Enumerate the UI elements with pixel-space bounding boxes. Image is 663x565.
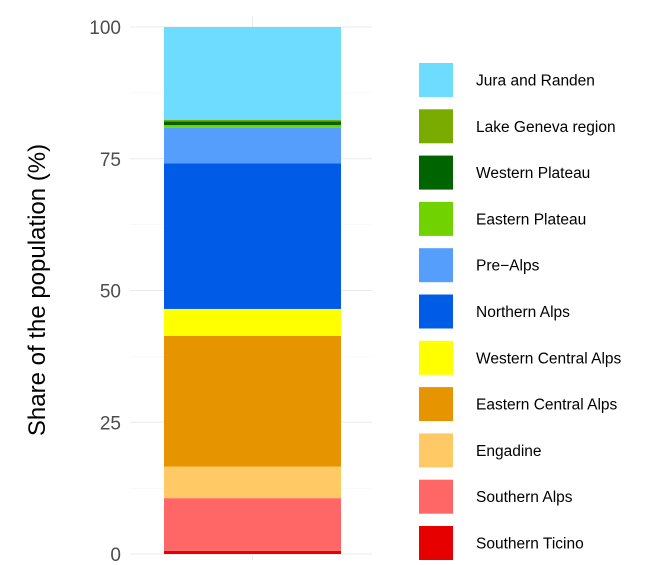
legend: Jura and Randen Lake Geneva region Western… <box>419 63 622 560</box>
legend-key <box>419 387 453 422</box>
legend-label: Eastern Central Alps <box>476 397 618 414</box>
legend-key <box>419 294 453 329</box>
legend-label: Northern Alps <box>476 304 570 321</box>
legend-label: Jura and Randen <box>476 73 595 90</box>
legend-key <box>419 201 453 236</box>
bar-segment-southern-ticino <box>164 550 341 554</box>
y-tick-label: 100 <box>89 18 121 39</box>
y-tick-label: 50 <box>100 282 121 303</box>
bar-segments <box>164 27 341 554</box>
bar-segment-southern-alps <box>164 498 341 551</box>
bar-segment-western-central-alps <box>164 308 341 336</box>
y-tick-label: 75 <box>100 150 121 171</box>
legend-key <box>419 479 453 514</box>
y-tick-label: 0 <box>110 545 121 565</box>
legend-label: Southern Ticino <box>476 536 584 553</box>
legend-label: Pre−Alps <box>476 258 540 275</box>
legend-key <box>419 526 453 560</box>
bar-segment-lake-geneva-region <box>164 119 341 122</box>
legend-label: Eastern Plateau <box>476 211 586 228</box>
bar-segment-eastern-plateau <box>164 125 341 128</box>
bar-segment-northern-alps <box>164 163 341 309</box>
legend-key <box>419 63 453 97</box>
bar-segment-jura-and-randen <box>164 27 341 120</box>
bar-segment-eastern-central-alps <box>164 335 341 467</box>
y-tick-labels: 0 25 50 75 100 <box>89 18 121 565</box>
bar-segment-engadine <box>164 466 341 499</box>
bar-segment-western-plateau <box>164 121 341 126</box>
legend-key <box>419 248 453 283</box>
y-axis-title: Share of the population (%) <box>24 144 51 436</box>
legend-key <box>419 109 453 144</box>
legend-label: Lake Geneva region <box>476 119 616 136</box>
legend-label: Western Central Alps <box>476 350 622 367</box>
legend-label: Western Plateau <box>476 165 590 182</box>
legend-key <box>419 340 453 375</box>
y-tick-label: 25 <box>100 413 121 434</box>
legend-key <box>419 433 453 468</box>
legend-label: Engadine <box>476 443 542 460</box>
bar-segment-pre-alps <box>164 127 341 164</box>
legend-key <box>419 155 453 190</box>
legend-label: Southern Alps <box>476 489 573 506</box>
